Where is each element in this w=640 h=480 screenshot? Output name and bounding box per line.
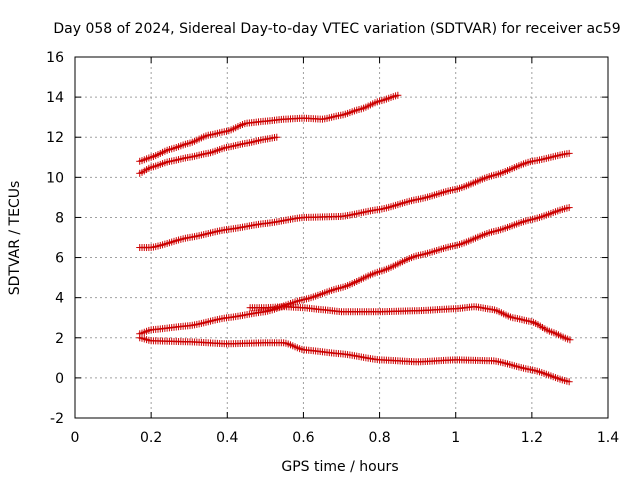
y-tick-label: 8: [55, 210, 64, 226]
chart-title: Day 058 of 2024, Sidereal Day-to-day VTE…: [53, 21, 620, 37]
y-tick-label: 16: [46, 50, 64, 66]
y-tick-label: 4: [55, 291, 64, 307]
y-tick-label: 6: [55, 251, 64, 267]
series-3: [136, 149, 573, 252]
series-layer: [136, 91, 574, 386]
data-point: [565, 149, 573, 157]
series-2: [136, 133, 281, 177]
data-point: [566, 336, 574, 344]
data-point: [273, 133, 281, 141]
series-6: [136, 334, 573, 386]
x-tick-label: 0.4: [216, 430, 238, 446]
data-point: [565, 378, 573, 386]
x-tick-label: 0.8: [368, 430, 390, 446]
y-tick-label: 2: [55, 331, 64, 347]
y-tick-label: -2: [50, 411, 64, 427]
y-tick-label: 14: [46, 90, 64, 106]
x-tick-label: 1.4: [597, 430, 619, 446]
x-tick-label: 0: [71, 430, 80, 446]
y-tick-label: 0: [55, 371, 64, 387]
x-tick-label: 1: [451, 430, 460, 446]
grid: [75, 57, 608, 418]
data-point: [394, 91, 402, 99]
x-tick-label: 1.2: [521, 430, 543, 446]
y-tick-label: 12: [46, 130, 64, 146]
series-4: [136, 204, 573, 338]
data-point: [565, 204, 573, 212]
series-1: [136, 91, 402, 165]
y-tick-labels: -2 0 2 4 6 8 10 12 14 16: [46, 50, 64, 427]
x-tick-labels: 0 0.2 0.4 0.6 0.8 1 1.2 1.4: [71, 430, 620, 446]
x-axis-label: GPS time / hours: [281, 459, 398, 475]
y-axis-label: SDTVAR / TECUs: [7, 181, 23, 296]
x-tick-label: 0.6: [292, 430, 314, 446]
x-tick-label: 0.2: [140, 430, 162, 446]
series-line: [139, 94, 398, 162]
y-tick-label: 10: [46, 170, 64, 186]
plot-frame: [74, 56, 609, 419]
axis-ticks: [74, 56, 609, 419]
series-5: [246, 303, 574, 344]
